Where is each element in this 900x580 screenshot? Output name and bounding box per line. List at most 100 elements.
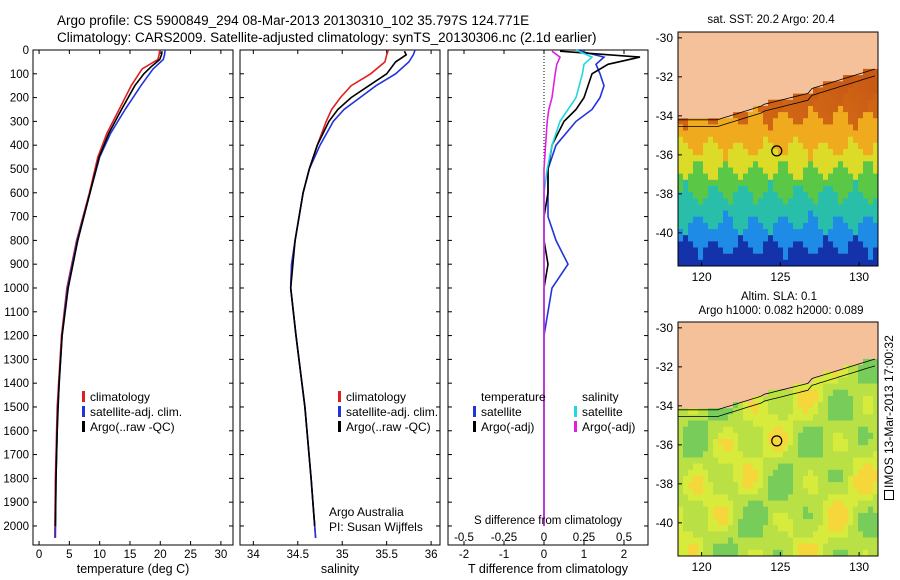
map-cell [693, 179, 699, 187]
map-cell [703, 408, 709, 415]
map-cell [793, 93, 799, 101]
map-cell [723, 451, 729, 458]
map-cell [873, 549, 879, 557]
map-cell [768, 402, 774, 409]
argo-position-marker [771, 435, 783, 447]
map-cell [863, 537, 869, 545]
map-cell [828, 112, 834, 119]
map-cell [773, 253, 779, 261]
map-cell [858, 451, 864, 458]
map-cell [723, 463, 729, 471]
map-cell [733, 494, 739, 502]
map-cell [688, 161, 694, 168]
map-cell [698, 408, 704, 415]
map-cell [838, 210, 844, 218]
ytick-label: 100 [10, 69, 29, 81]
map-cell [803, 149, 809, 156]
map-cell [718, 475, 724, 483]
map-cell [833, 192, 839, 199]
map-cell [848, 253, 854, 261]
map-cell [803, 229, 809, 236]
map-cell [728, 506, 734, 514]
map-cell [793, 198, 799, 205]
map-cell [843, 445, 849, 452]
map-cell [828, 383, 834, 391]
map-cell [683, 241, 689, 249]
map-cell [853, 531, 859, 539]
map-cell [823, 389, 829, 397]
map-cell [798, 463, 804, 471]
map-cell [753, 112, 759, 119]
map-cell [873, 371, 879, 378]
map-cell [858, 222, 864, 230]
map-cell [758, 543, 764, 551]
map-cell [678, 457, 684, 465]
map-cell [798, 469, 804, 477]
map-cell [808, 192, 814, 199]
map-cell [748, 537, 754, 545]
map-cell [733, 167, 739, 175]
map-cell [713, 179, 719, 187]
map-cell [758, 451, 764, 458]
map-cell [718, 500, 724, 508]
map-cell [703, 414, 709, 422]
map-cell [728, 420, 734, 428]
map-cell [803, 216, 809, 224]
map-cell [853, 241, 859, 249]
map-cell [858, 216, 864, 224]
map-cell [813, 525, 819, 532]
map-cell [868, 210, 874, 218]
map-cell [708, 432, 714, 440]
map-cell [713, 130, 719, 138]
map-cell [798, 512, 804, 520]
map-cell [873, 229, 879, 236]
map-cell [813, 130, 819, 138]
map-cell [868, 130, 874, 138]
map-cell [733, 463, 739, 471]
map-cell [713, 408, 719, 415]
map-cell [738, 136, 744, 144]
map-cell [678, 155, 684, 162]
map-cell [698, 198, 704, 205]
map-cell [798, 488, 804, 495]
map-cell [868, 167, 874, 175]
map-cell [873, 426, 879, 434]
map-cell [773, 192, 779, 199]
map-cell [868, 488, 874, 495]
map-cell [743, 241, 749, 249]
map-cell [678, 216, 684, 224]
map-cell [763, 229, 769, 236]
map-cell [833, 204, 839, 212]
map-cell [748, 475, 754, 483]
map-cell [838, 383, 844, 391]
map-cell [688, 414, 694, 422]
map-cell [818, 118, 824, 125]
map-cell [683, 259, 689, 267]
map-cell [823, 179, 829, 187]
map-cell [743, 525, 749, 532]
map-cell [763, 451, 769, 458]
map-cell [853, 130, 859, 138]
map-cell [768, 124, 774, 132]
map-cell [723, 414, 729, 422]
map-cell [843, 136, 849, 144]
map-cell [763, 210, 769, 218]
map-cell [783, 457, 789, 465]
map-cell [808, 130, 814, 138]
x2tick-label: 0.25 [573, 532, 595, 544]
map-cell [813, 482, 819, 489]
map-cell [713, 235, 719, 242]
map-cell [863, 259, 869, 267]
map-cell [768, 222, 774, 230]
ytick-label: 1000 [3, 283, 29, 295]
map-cell [838, 118, 844, 125]
map-cell [833, 81, 839, 88]
map-cell [848, 75, 854, 82]
map-cell [793, 549, 799, 557]
map-cell [843, 420, 849, 428]
map-cell [758, 241, 764, 249]
map-cell [838, 235, 844, 242]
map-cell [853, 136, 859, 144]
map-cell [818, 216, 824, 224]
map-cell [788, 512, 794, 520]
